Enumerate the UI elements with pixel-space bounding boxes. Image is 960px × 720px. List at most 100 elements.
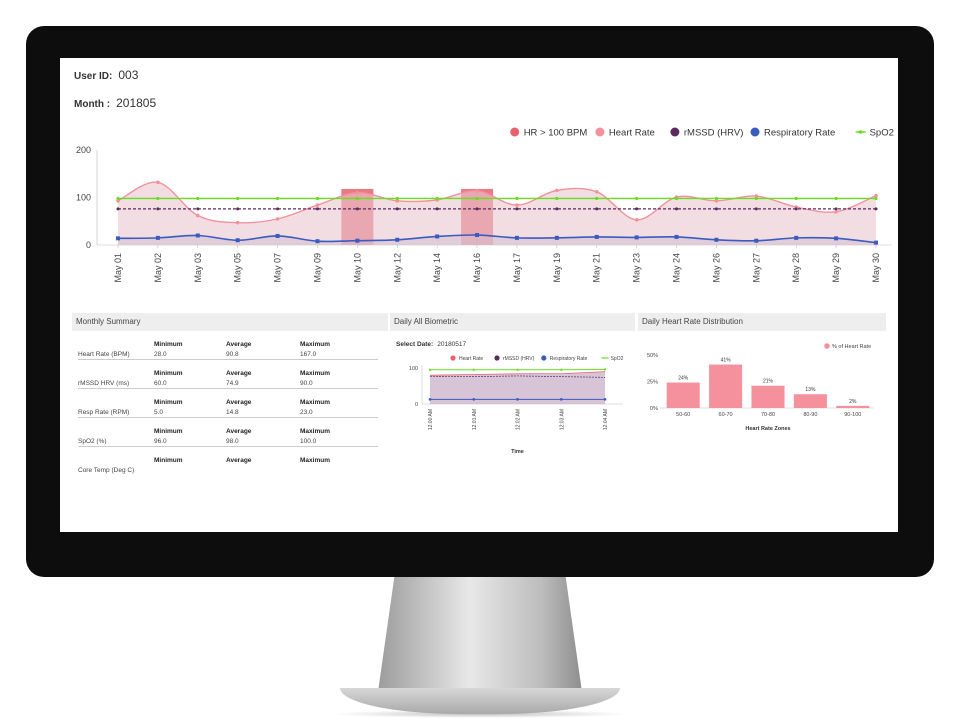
daily-spo2-point — [516, 368, 519, 371]
respiratory-point — [116, 236, 120, 241]
heart-rate-point — [714, 199, 719, 203]
dist-bar — [836, 405, 870, 408]
hrv-point — [315, 207, 319, 211]
respiratory-line — [117, 234, 877, 244]
select-date[interactable]: Select Date: 20180517 — [396, 341, 466, 348]
daily-legend-label: rMSSD (HRV) — [503, 356, 535, 362]
x-tick-label: May 14 — [432, 253, 442, 283]
dist-legend-label: % of Heart Rate — [832, 344, 871, 350]
summary-metric-label: SpO2 (%) — [78, 438, 107, 445]
summary-col-header: Maximum — [300, 341, 330, 348]
respiratory-point — [754, 238, 759, 243]
summary-col-header: Maximum — [300, 370, 330, 377]
daily-x-tick-label: 12:01 AM — [472, 409, 478, 430]
spo2-point — [355, 196, 359, 201]
x-tick-label: May 03 — [193, 253, 203, 283]
dist-y-tick-label: 25% — [647, 380, 658, 386]
respiratory-point — [155, 235, 160, 240]
hrv-point — [276, 207, 280, 211]
daily-legend-label: Respiratory Rate — [550, 356, 588, 362]
summary-data-row: rMSSD HRV (ms) 60.0 74.9 90.0 — [78, 378, 378, 389]
user-id-label: User ID: — [74, 71, 113, 82]
summary-metric-label: Resp Rate (RPM) — [78, 409, 130, 416]
monthly-summary-title: Monthly Summary — [72, 313, 388, 331]
summary-min: 60.0 — [154, 380, 167, 387]
heart-rate-point — [515, 203, 519, 207]
y-tick-label: 0 — [86, 240, 91, 250]
heart-rate-point — [275, 217, 280, 221]
legend-swatch — [595, 127, 605, 137]
summary-header-row: Minimum Average Maximum — [78, 370, 378, 378]
daily-respiratory-point — [559, 398, 563, 401]
daily-respiratory-point — [603, 398, 607, 401]
summary-col-header: Maximum — [300, 399, 330, 406]
x-tick-label: May 09 — [312, 253, 322, 283]
monitor-base-shadow — [330, 710, 630, 718]
summary-data-row: Resp Rate (RPM) 5.0 14.8 23.0 — [78, 407, 378, 418]
daily-biometric-chart: Heart Rate rMSSD (HRV) Respiratory Rate SpO… — [409, 355, 624, 455]
spo2-point — [116, 196, 120, 201]
summary-max: 100.0 — [300, 438, 317, 445]
hrv-point — [116, 207, 120, 211]
dist-bar-value-label: 21% — [763, 379, 774, 385]
spo2-point — [475, 196, 479, 201]
dist-bar — [666, 382, 700, 408]
hrv-point — [834, 207, 838, 211]
x-tick-label: May 02 — [153, 253, 163, 283]
daily-respiratory-point — [428, 398, 432, 401]
respiratory-point — [554, 235, 559, 240]
summary-data-row: SpO2 (%) 96.0 98.0 100.0 — [78, 436, 378, 447]
legend-label: HR > 100 BPM — [524, 128, 588, 139]
summary-col-header: Minimum — [154, 370, 183, 377]
spo2-point — [236, 196, 240, 201]
respiratory-point — [594, 234, 599, 239]
heart-rate-point — [834, 209, 838, 214]
dist-bar-value-label: 41% — [721, 358, 732, 364]
x-tick-label: May 28 — [791, 253, 801, 283]
spo2-point — [834, 196, 838, 201]
x-tick-label: May 23 — [632, 253, 642, 283]
summary-col-header: Average — [226, 341, 252, 348]
spo2-point — [156, 196, 160, 201]
spo2-point — [196, 196, 200, 201]
summary-data-row: Core Temp (Deg C) — [78, 465, 378, 475]
respiratory-point — [834, 236, 839, 241]
respiratory-point — [475, 233, 480, 238]
hrv-point — [196, 207, 200, 211]
spo2-point — [714, 196, 719, 201]
respiratory-point — [275, 233, 280, 238]
hrv-point — [555, 207, 559, 211]
hrv-point — [794, 207, 798, 211]
summary-max: 167.0 — [300, 351, 317, 358]
month-row: Month : 201805 — [74, 96, 156, 110]
daily-x-axis-title: Time — [511, 449, 524, 455]
respiratory-point — [195, 233, 200, 238]
summary-avg: 98.0 — [226, 438, 239, 445]
heart-rate-point — [116, 199, 120, 203]
heart-rate-point — [874, 193, 878, 198]
respiratory-point — [674, 234, 679, 239]
heart-rate-point — [634, 218, 639, 222]
daily-x-tick-label: 12:04 AM — [603, 409, 609, 430]
daily-biometric-title: Daily All Biometric — [390, 313, 635, 331]
heart-rate-point — [315, 203, 320, 207]
daily-y-tick-label: 100 — [409, 366, 418, 372]
legend-label: rMSSD (HRV) — [684, 128, 743, 139]
x-tick-label: May 10 — [352, 253, 362, 283]
legend-label: Respiratory Rate — [764, 128, 835, 139]
heart-rate-point — [195, 213, 200, 218]
dist-bar-value-label: 2% — [849, 399, 857, 405]
x-tick-label: May 27 — [751, 253, 761, 283]
hrv-point — [635, 207, 639, 211]
summary-col-header: Minimum — [154, 341, 183, 348]
summary-avg: 74.9 — [226, 380, 239, 387]
spo2-point — [635, 196, 639, 201]
spo2-point — [315, 196, 320, 201]
summary-max: 23.0 — [300, 409, 313, 416]
summary-metric-label: Heart Rate (BPM) — [78, 351, 130, 358]
dist-x-tick-label: 70-80 — [761, 412, 775, 418]
daily-legend-swatch — [494, 355, 500, 361]
summary-col-header: Average — [226, 370, 252, 377]
heart-rate-point — [355, 190, 360, 195]
respiratory-point — [794, 235, 799, 240]
